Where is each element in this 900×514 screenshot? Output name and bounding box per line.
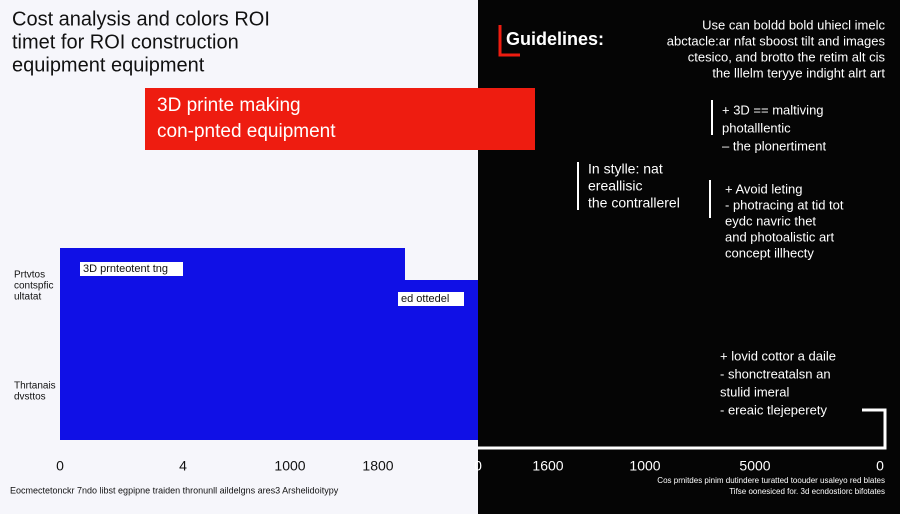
label-box xyxy=(398,292,464,306)
axis-label: 5000 xyxy=(739,458,770,474)
axis-label: 0 xyxy=(474,458,482,474)
footer: Cos prnitdes pinim dutindere turatted to… xyxy=(657,476,885,485)
intro-line: the lllelm teryye indight alrt art xyxy=(712,65,885,80)
note-line: eydc navric thet xyxy=(725,213,816,228)
style-line: the contrallerel xyxy=(588,195,680,211)
note-line: - shonctreatalsn an xyxy=(720,366,831,381)
axis-label: 1600 xyxy=(532,458,563,474)
banner-text: con-pnted equipment xyxy=(157,121,336,142)
axis-label: 1000 xyxy=(274,458,305,474)
intro-line: abctacle:ar nfat sboost tilt and images xyxy=(667,33,886,48)
axis-label: 1800 xyxy=(362,458,393,474)
note-line: and photoalistic art xyxy=(725,229,835,244)
bracket xyxy=(498,25,520,57)
style-line: ereallisic xyxy=(588,178,642,194)
side-label: ultatat xyxy=(14,292,41,303)
axis-label: 0 xyxy=(876,458,884,474)
intro-line: ctesico, and brotto the retim alt cis xyxy=(688,49,886,64)
axis-label: 0 xyxy=(56,458,64,474)
intro-line: Use can boldd bold uhiecl imelc xyxy=(702,17,885,32)
title: equipment equipment xyxy=(12,54,205,76)
side-label: contspfic xyxy=(14,281,53,292)
note-line: stulid imeral xyxy=(720,384,789,399)
heading: Guidelines: xyxy=(506,29,604,49)
note-line: + lovid cottor a daile xyxy=(720,348,836,363)
side-label: Prtvtos xyxy=(14,270,45,281)
axis-label: 1000 xyxy=(629,458,660,474)
banner-text: 3D printe making xyxy=(157,95,301,116)
block-label: ed ottedel xyxy=(401,293,449,305)
title: timet for ROI construction xyxy=(12,31,239,53)
axis-label: 4 xyxy=(179,458,187,474)
right-panel xyxy=(478,0,900,514)
note-line: - photracing at tid tot xyxy=(725,197,844,212)
note-line: - ereaic tlejeperety xyxy=(720,402,827,417)
note-line: + Avoid leting xyxy=(725,181,802,196)
note-line: photalllentic xyxy=(722,120,791,135)
footer: Tifse oonesiced for. 3d ecndostiorc bifo… xyxy=(729,487,885,496)
block-label: 3D prnteotent tng xyxy=(83,263,168,275)
note-line: concept illhecty xyxy=(725,245,814,260)
note-line: + 3D == maltiving xyxy=(722,102,824,117)
title: Cost analysis and colors ROI xyxy=(12,8,270,30)
blue-block xyxy=(60,248,478,440)
note-line: – the plonertiment xyxy=(722,138,826,153)
style-line: In stylle: nat xyxy=(588,161,663,177)
label-box xyxy=(80,262,183,276)
side-label: Thrtanais xyxy=(14,381,56,392)
side-label: dvsttos xyxy=(14,392,46,403)
banner xyxy=(145,88,535,150)
footer: Eocmectetonckr 7ndo libst egpipne traide… xyxy=(10,485,339,495)
bracket xyxy=(478,408,887,450)
